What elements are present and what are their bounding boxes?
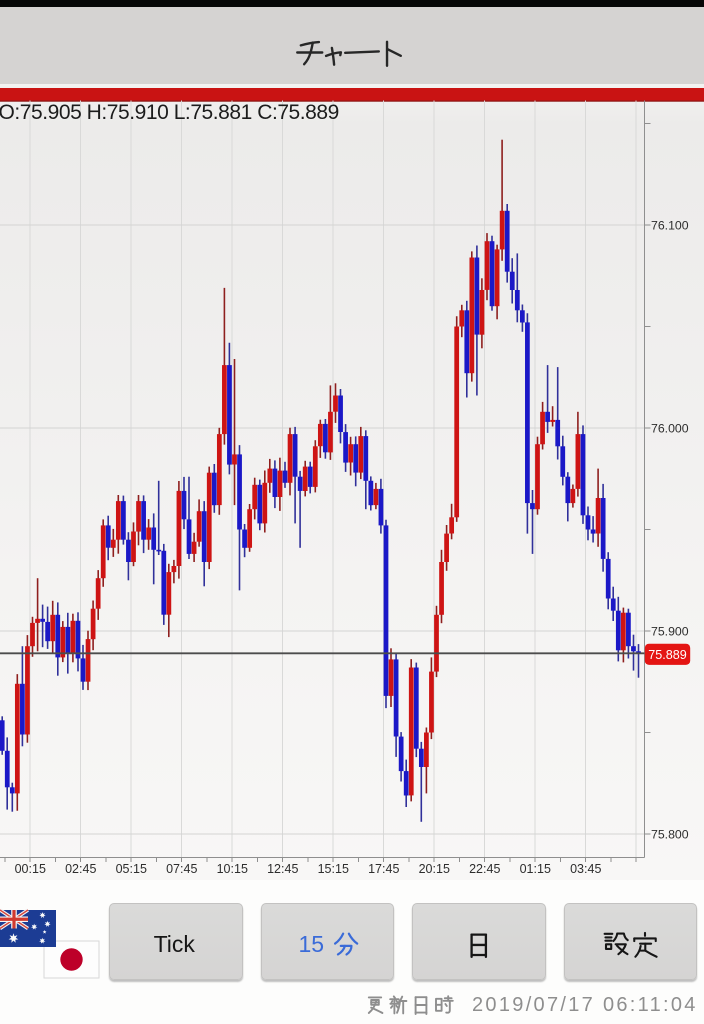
- svg-text:20:15: 20:15: [419, 862, 450, 876]
- svg-text:2019/07/17 06:11:04: 2019/07/17 06:11:04: [472, 994, 698, 1016]
- svg-text:O:75.905 H:75.910 L:75.881 C:7: O:75.905 H:75.910 L:75.881 C:75.889: [0, 101, 339, 124]
- svg-text:15: 15: [299, 931, 325, 957]
- svg-text:12:45: 12:45: [267, 862, 298, 876]
- svg-text:17:45: 17:45: [368, 862, 399, 876]
- svg-text:00:15: 00:15: [15, 862, 46, 876]
- svg-text:05:15: 05:15: [116, 862, 147, 876]
- svg-text:22:45: 22:45: [469, 862, 500, 876]
- svg-text:76.000: 76.000: [651, 422, 689, 436]
- svg-text:Tick: Tick: [154, 931, 196, 957]
- svg-text:10:15: 10:15: [217, 862, 248, 876]
- svg-text:03:45: 03:45: [570, 862, 601, 876]
- svg-text:02:45: 02:45: [65, 862, 96, 876]
- svg-text:75.889: 75.889: [648, 648, 687, 662]
- svg-text:01:15: 01:15: [520, 862, 551, 876]
- svg-text:75.800: 75.800: [651, 828, 689, 842]
- svg-text:15:15: 15:15: [318, 862, 349, 876]
- svg-text:75.900: 75.900: [651, 625, 689, 639]
- svg-text:76.100: 76.100: [651, 219, 689, 233]
- svg-text:07:45: 07:45: [166, 862, 197, 876]
